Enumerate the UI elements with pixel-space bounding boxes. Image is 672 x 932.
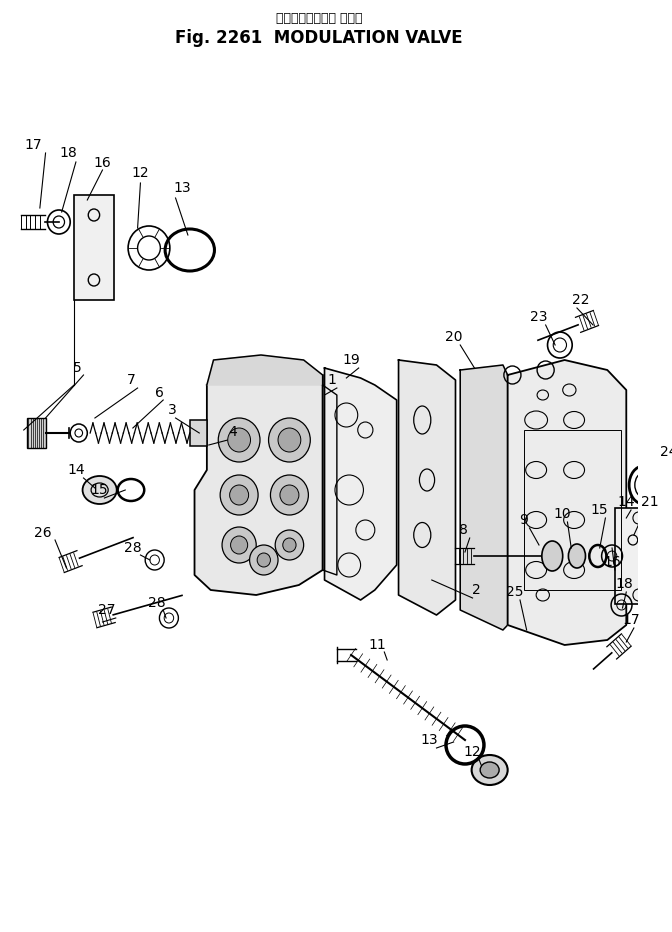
- Text: 12: 12: [132, 166, 149, 180]
- Text: 23: 23: [530, 310, 548, 324]
- Text: 17: 17: [622, 613, 640, 627]
- Polygon shape: [398, 360, 456, 615]
- Bar: [74, 195, 114, 300]
- Text: 10: 10: [553, 507, 571, 521]
- Polygon shape: [194, 370, 323, 595]
- Text: 14: 14: [67, 463, 85, 477]
- Circle shape: [222, 527, 256, 563]
- Text: 28: 28: [148, 596, 165, 610]
- Text: 16: 16: [93, 156, 112, 170]
- Text: 26: 26: [34, 526, 52, 540]
- Text: 1: 1: [328, 373, 337, 387]
- Text: 16: 16: [603, 555, 621, 569]
- Text: 17: 17: [24, 138, 42, 152]
- Text: 2: 2: [472, 583, 480, 597]
- Bar: [615, 508, 663, 604]
- Text: 18: 18: [59, 146, 77, 160]
- Ellipse shape: [83, 476, 117, 504]
- Text: 6: 6: [155, 386, 164, 400]
- Text: 9: 9: [519, 513, 528, 527]
- Text: 18: 18: [616, 577, 633, 591]
- Text: 13: 13: [173, 181, 191, 195]
- Text: 27: 27: [97, 603, 115, 617]
- Circle shape: [257, 553, 270, 567]
- Text: Fig. 2261  MODULATION VALVE: Fig. 2261 MODULATION VALVE: [175, 29, 462, 47]
- Text: 22: 22: [572, 293, 589, 307]
- Ellipse shape: [569, 544, 585, 568]
- Circle shape: [218, 418, 260, 462]
- Ellipse shape: [542, 541, 562, 571]
- Text: 25: 25: [505, 585, 523, 599]
- Text: 19: 19: [342, 353, 360, 367]
- Circle shape: [270, 475, 308, 515]
- Text: 14: 14: [618, 495, 635, 509]
- Circle shape: [276, 530, 304, 560]
- Text: 12: 12: [464, 745, 481, 759]
- Bar: [190, 420, 207, 446]
- Circle shape: [280, 485, 299, 505]
- Text: 15: 15: [591, 503, 609, 517]
- Text: 4: 4: [228, 425, 237, 439]
- Circle shape: [278, 428, 301, 452]
- Polygon shape: [325, 368, 396, 600]
- Text: 5: 5: [73, 361, 82, 375]
- Text: 24: 24: [660, 445, 672, 459]
- Circle shape: [230, 485, 249, 505]
- Circle shape: [220, 475, 258, 515]
- Ellipse shape: [480, 762, 499, 778]
- Text: 28: 28: [124, 541, 142, 555]
- Text: 11: 11: [369, 638, 386, 652]
- Circle shape: [249, 545, 278, 575]
- Text: 7: 7: [126, 373, 135, 387]
- Polygon shape: [507, 360, 626, 645]
- Text: 3: 3: [168, 403, 177, 417]
- Text: モジュレーション バルブ: モジュレーション バルブ: [276, 11, 362, 24]
- Text: 20: 20: [445, 330, 462, 344]
- Circle shape: [283, 538, 296, 552]
- Circle shape: [228, 428, 251, 452]
- Polygon shape: [207, 355, 323, 385]
- Circle shape: [230, 536, 248, 554]
- Polygon shape: [323, 385, 337, 575]
- Text: 13: 13: [420, 733, 437, 747]
- Text: 15: 15: [91, 483, 108, 497]
- Text: 8: 8: [458, 523, 468, 537]
- Text: 21: 21: [641, 495, 659, 509]
- Bar: [27, 418, 46, 448]
- Bar: [523, 430, 621, 590]
- Circle shape: [269, 418, 310, 462]
- Ellipse shape: [472, 755, 507, 785]
- Polygon shape: [460, 365, 507, 630]
